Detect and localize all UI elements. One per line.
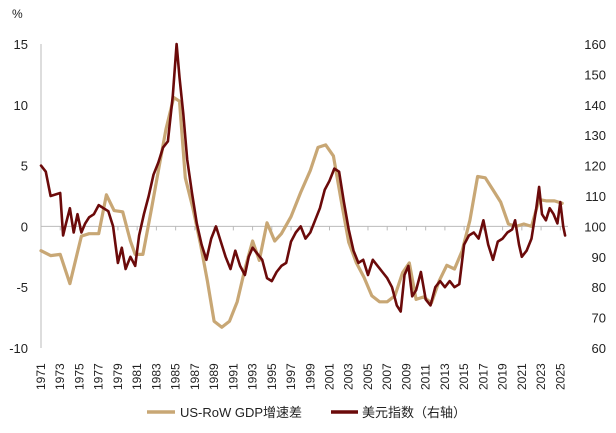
right-axis-ticks: 160 150 140 130 120 110 100 90 80 70 60 (584, 37, 606, 356)
x-tick-label: 1979 (111, 363, 125, 390)
legend-label-usd: 美元指数（右轴） (362, 405, 466, 420)
x-tick-label: 2007 (380, 363, 394, 390)
left-tick-label: 0 (21, 219, 28, 234)
left-axis-ticks: 15 10 5 0 -5 -10 (9, 37, 28, 356)
left-tick-label: 5 (21, 159, 28, 174)
x-tick-label: 2011 (419, 364, 433, 390)
x-tick-label: 2023 (534, 363, 548, 390)
right-tick-label: 70 (592, 311, 606, 326)
left-tick-label: -5 (16, 280, 28, 295)
right-tick-label: 130 (584, 128, 606, 143)
x-tick-label: 1981 (130, 363, 144, 390)
left-tick-label: -10 (9, 341, 28, 356)
x-tick-label: 2019 (496, 363, 510, 390)
legend-label-gdp: US-RoW GDP增速差 (180, 405, 302, 420)
x-tick-label: 2025 (553, 363, 567, 390)
x-tick-label: 1985 (169, 363, 183, 390)
x-axis-ticks: 1971 1973 1975 1977 1979 1981 1983 1985 1987 1989… (34, 226, 567, 390)
x-tick-label: 1995 (265, 363, 279, 390)
x-tick-label: 1989 (207, 363, 221, 390)
x-tick-label: 1983 (149, 363, 163, 390)
left-tick-label: 15 (14, 37, 28, 52)
series-layer (39, 42, 567, 329)
right-tick-label: 60 (592, 341, 606, 356)
x-tick-label: 1999 (303, 363, 317, 390)
x-tick-label: 2021 (515, 363, 529, 390)
x-tick-label: 1991 (226, 363, 240, 390)
x-tick-label: 2017 (476, 363, 490, 390)
right-tick-label: 140 (584, 98, 606, 113)
series-line-gdp-diff (39, 95, 564, 329)
x-tick-label: 2003 (342, 363, 356, 390)
x-tick-label: 1977 (92, 363, 106, 390)
series-line-usd-index (39, 42, 567, 313)
left-unit-label: % (12, 7, 23, 21)
x-tick-label: 1987 (188, 363, 202, 390)
right-tick-label: 110 (585, 189, 606, 204)
right-tick-label: 100 (584, 219, 606, 234)
x-tick-label: 1993 (246, 363, 260, 390)
x-tick-label: 2013 (438, 363, 452, 390)
right-tick-label: 160 (584, 37, 606, 52)
right-tick-label: 150 (584, 67, 606, 82)
right-tick-label: 90 (592, 250, 606, 265)
x-tick-label: 2015 (457, 363, 471, 390)
x-tick-label: 2005 (361, 363, 375, 390)
right-tick-label: 80 (592, 280, 606, 295)
x-tick-label: 2009 (399, 363, 413, 390)
legend: US-RoW GDP增速差 美元指数（右轴） (147, 405, 466, 420)
x-tick-label: 1975 (72, 363, 86, 390)
chart-axes (40, 44, 568, 348)
x-tick-label: 1997 (284, 363, 298, 390)
right-tick-label: 120 (584, 159, 606, 174)
x-tick-label: 2001 (323, 363, 337, 390)
x-tick-label: 1971 (34, 363, 48, 390)
x-tick-label: 1973 (53, 363, 67, 390)
left-tick-label: 10 (14, 98, 28, 113)
